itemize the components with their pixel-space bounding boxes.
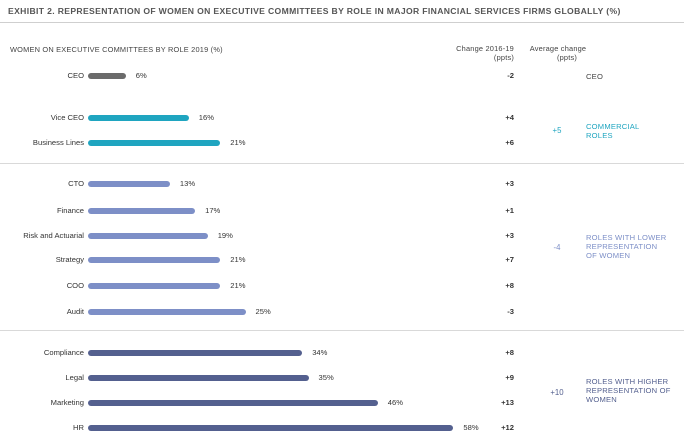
role-label-business-lines: Business Lines (32, 138, 84, 147)
roles-column-header: WOMEN ON EXECUTIVE COMMITTEES BY ROLE 20… (10, 45, 223, 54)
role-label-risk-and-actuarial: Risk and Actuarial (23, 231, 84, 240)
group-higher-label-line: ROLES WITH HIGHER (586, 377, 669, 386)
change-value-strategy: +7 (505, 255, 514, 264)
bar-ceo (88, 73, 126, 79)
group-lower-label-line: OF WOMEN (586, 251, 631, 261)
group-higher-label-line: WOMEN (586, 395, 617, 405)
group-higher-label: ROLES WITH HIGHER REPRESENTATION OF WOME… (586, 377, 671, 405)
role-label-legal: Legal (65, 373, 84, 382)
group-commercial-label: COMMERCIAL ROLES (586, 122, 639, 140)
group-commercial-avg-change: +5 (552, 126, 562, 135)
group-higher-avg-change: +10 (550, 388, 564, 397)
exhibit-title: EXHIBIT 2. REPRESENTATION OF WOMEN ON EX… (8, 6, 621, 16)
role-label-finance: Finance (56, 206, 84, 215)
group-lower-label: ROLES WITH LOWER REPRESENTATION OF WOMEN (586, 233, 666, 261)
change-value-marketing: +13 (501, 398, 514, 407)
change-value-compliance: +8 (505, 348, 514, 357)
bar-finance (88, 208, 196, 214)
change-header-line1: Change 2016-19 (456, 44, 514, 53)
value-label-risk-and-actuarial: 19% (217, 231, 233, 240)
change-value-risk-and-actuarial: +3 (505, 231, 514, 240)
role-label-ceo: CEO (67, 71, 84, 80)
section-divider-lower (0, 163, 684, 164)
change-value-audit: -3 (507, 307, 514, 316)
value-label-coo: 21% (230, 281, 246, 290)
section-divider-higher (0, 330, 684, 331)
avg-header-line2: (ppts) (556, 53, 578, 62)
change-value-finance: +1 (505, 206, 514, 215)
avg-change-column-header: Average change (ppts) (522, 44, 594, 62)
bar-cto (88, 181, 170, 187)
role-label-vice-ceo: Vice CEO (50, 113, 84, 122)
role-label-audit: Audit (66, 307, 84, 316)
change-column-header: Change 2016-19 (ppts) (456, 44, 514, 62)
change-value-ceo: -2 (507, 71, 514, 80)
value-label-audit: 25% (255, 307, 271, 316)
bar-marketing (88, 400, 378, 406)
role-label-strategy: Strategy (55, 255, 84, 264)
role-label-compliance: Compliance (43, 348, 84, 357)
value-label-business-lines: 21% (230, 138, 246, 147)
value-label-finance: 17% (205, 206, 221, 215)
value-label-hr: 58% (463, 423, 479, 432)
group-lower-avg-change: -4 (553, 243, 561, 252)
value-label-compliance: 34% (312, 348, 328, 357)
avg-header-line1: Average change (529, 44, 587, 53)
bar-strategy (88, 257, 221, 263)
change-value-cto: +3 (505, 179, 514, 188)
role-label-cto: CTO (68, 179, 84, 188)
value-label-ceo: 6% (135, 71, 147, 80)
group-commercial-label-line: ROLES (586, 131, 613, 141)
value-label-cto: 13% (179, 179, 196, 188)
value-label-strategy: 21% (230, 255, 246, 264)
bar-legal (88, 375, 309, 381)
change-value-coo: +8 (505, 281, 514, 290)
change-value-business-lines: +6 (505, 138, 514, 147)
change-value-vice-ceo: +4 (505, 113, 514, 122)
title-divider (0, 22, 684, 23)
group-ceo-label: CEO (586, 72, 603, 81)
bar-audit (88, 309, 246, 315)
bar-business-lines (88, 140, 221, 146)
group-lower-label-line: REPRESENTATION (586, 242, 658, 252)
group-ceo-label-line: CEO (586, 72, 604, 81)
group-commercial-label-line: COMMERCIAL (586, 122, 640, 131)
value-label-legal: 35% (318, 373, 334, 382)
role-label-marketing: Marketing (50, 398, 84, 407)
bar-vice-ceo (88, 115, 189, 121)
bar-risk-and-actuarial (88, 233, 208, 239)
change-value-hr: +12 (501, 423, 514, 432)
change-value-legal: +9 (505, 373, 514, 382)
group-lower-label-line: ROLES WITH LOWER (586, 233, 667, 242)
role-label-coo: COO (66, 281, 84, 290)
bar-hr (88, 425, 454, 431)
value-label-vice-ceo: 16% (198, 113, 214, 122)
group-higher-label-line: REPRESENTATION OF (586, 386, 671, 396)
bar-compliance (88, 350, 303, 356)
bar-coo (88, 283, 221, 289)
value-label-marketing: 46% (387, 398, 403, 407)
change-header-line2: (ppts) (493, 53, 514, 62)
role-label-hr: HR (73, 423, 84, 432)
